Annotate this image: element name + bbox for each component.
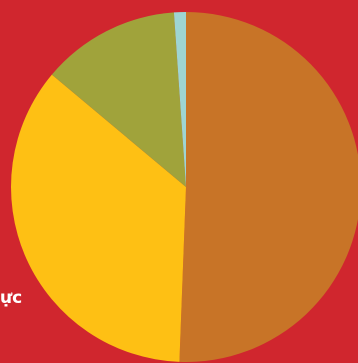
pie-slice-2: [10, 74, 187, 362]
pie-slice-3: [51, 12, 186, 187]
pie-slice-1: [179, 12, 358, 362]
cut-off-label: ực: [0, 288, 23, 308]
pie-slice-4: [173, 12, 186, 187]
pie-slices: [10, 12, 358, 362]
